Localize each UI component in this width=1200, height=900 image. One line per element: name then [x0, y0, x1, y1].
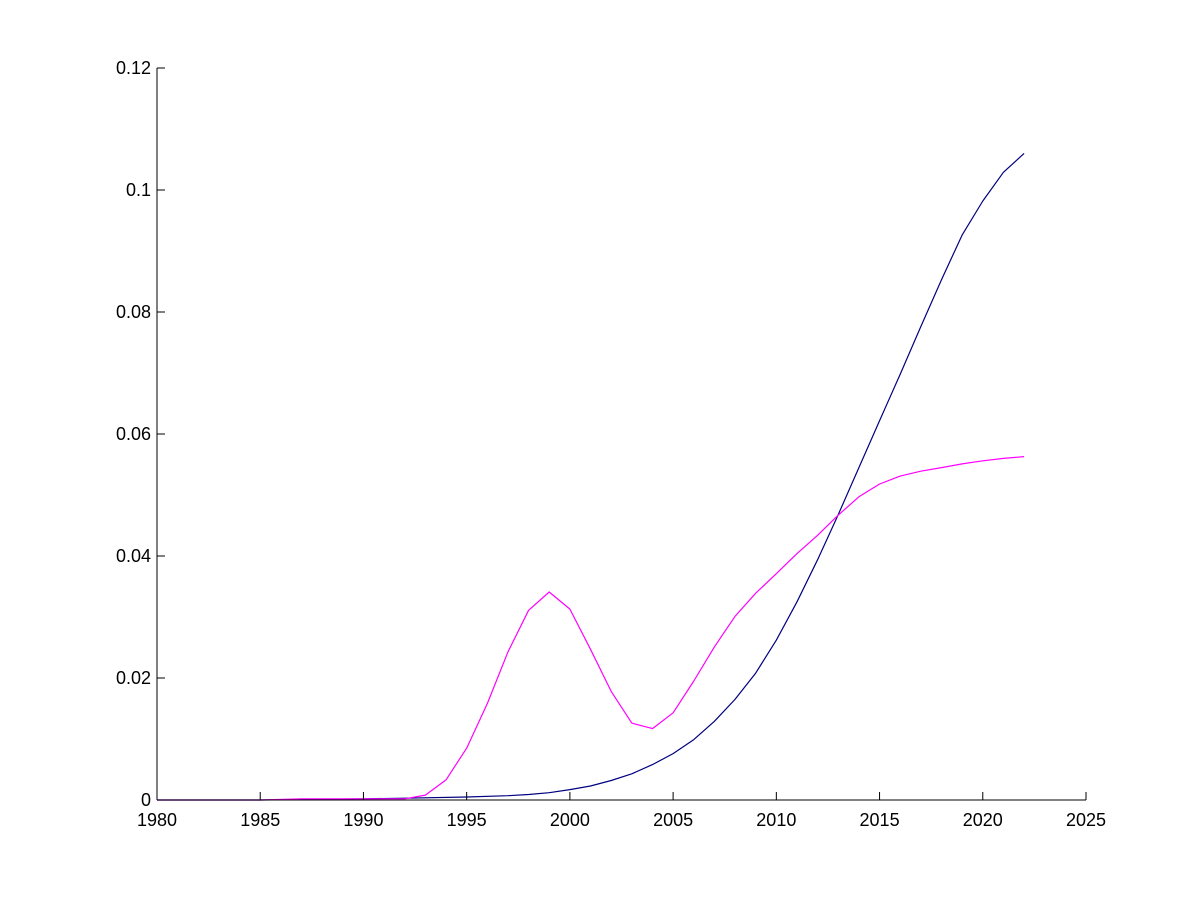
x-tick-label: 2000: [550, 810, 590, 830]
x-tick-label: 2010: [756, 810, 796, 830]
x-tick-label: 1985: [240, 810, 280, 830]
series-line-1: [157, 152, 1025, 801]
series-line-2: [157, 456, 1025, 801]
x-tick-label: 1980: [137, 810, 177, 830]
y-tick-label: 0.04: [116, 546, 151, 566]
x-tick-label: 2020: [963, 810, 1003, 830]
y-tick-label: 0: [141, 790, 151, 810]
x-tick-label: 2015: [860, 810, 900, 830]
x-tick-label: 1995: [447, 810, 487, 830]
ticks-layer: 1980 1985 1990 1995 2000 2005 2010 2015 2020 2025…: [116, 58, 1106, 830]
x-tick-label: 2005: [653, 810, 693, 830]
y-tick-label: 0.02: [116, 668, 151, 688]
series-layer: [157, 152, 1025, 801]
x-tick-label: 1990: [343, 810, 383, 830]
y-tick-label: 0.06: [116, 424, 151, 444]
y-tick-label: 0.12: [116, 58, 151, 78]
y-tick-label: 0.1: [126, 180, 151, 200]
y-tick-label: 0.08: [116, 302, 151, 322]
x-tick-label: 2025: [1066, 810, 1106, 830]
